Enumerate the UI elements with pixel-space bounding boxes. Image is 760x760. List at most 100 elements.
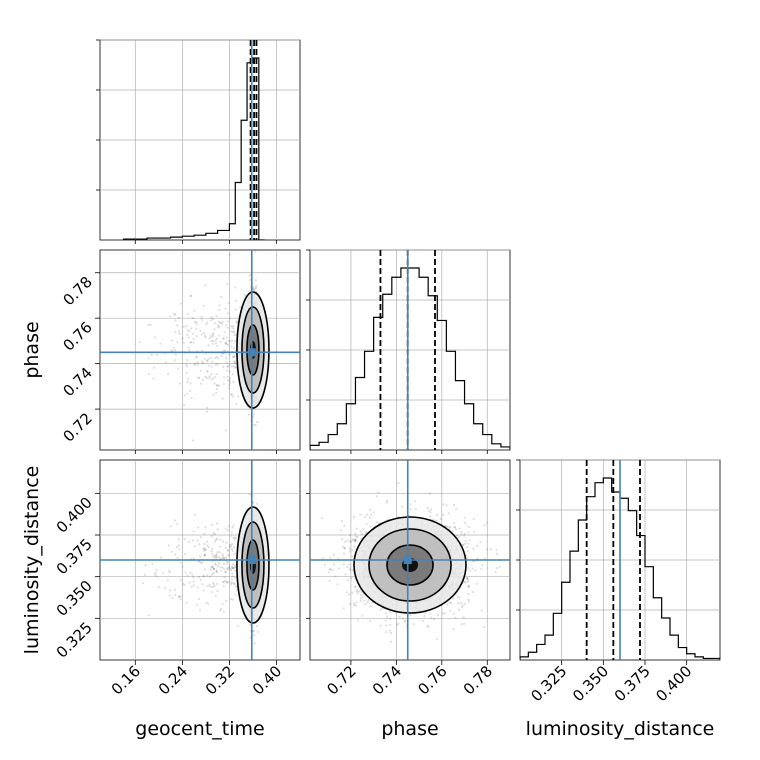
sample-point [191, 539, 194, 542]
xlabel-phase: phase [381, 718, 438, 740]
sample-point [224, 341, 227, 344]
sample-point [167, 372, 170, 376]
sample-point [357, 590, 360, 593]
sample-point [233, 538, 236, 542]
sample-point [155, 353, 158, 356]
sample-point [457, 535, 461, 539]
sample-point [222, 337, 225, 340]
sample-point [463, 622, 466, 625]
sample-point [252, 286, 255, 289]
sample-point [183, 538, 186, 541]
sample-point [467, 566, 470, 570]
hist-panel-geocent_time [96, 39, 301, 241]
sample-point [210, 316, 213, 319]
sample-point [458, 596, 461, 599]
sample-point [198, 376, 201, 379]
sample-point [227, 580, 230, 583]
sample-point [186, 359, 189, 362]
sample-point [390, 640, 393, 643]
sample-point [386, 615, 389, 618]
sample-point [249, 454, 251, 456]
sample-point [153, 336, 157, 339]
sample-point [230, 583, 233, 586]
sample-point [192, 337, 195, 340]
sample-point [184, 571, 187, 574]
sample-point [212, 567, 215, 570]
sample-point [234, 576, 237, 579]
sample-point [181, 565, 184, 568]
sample-point [233, 355, 236, 358]
sample-point [216, 357, 219, 360]
sample-point [465, 577, 469, 580]
sample-point [427, 625, 430, 629]
sample-point [455, 534, 458, 537]
sample-point [347, 593, 350, 596]
sample-point [230, 598, 233, 601]
sample-point [203, 549, 206, 553]
sample-point [211, 360, 214, 363]
sample-point [215, 337, 218, 340]
sample-point [221, 566, 224, 569]
sample-point [168, 571, 171, 574]
sample-point [232, 380, 235, 384]
sample-point [224, 570, 227, 574]
sample-point [233, 582, 236, 585]
sample-point [403, 619, 406, 622]
sample-point [247, 413, 250, 416]
sample-point [429, 515, 432, 518]
sample-point [227, 554, 230, 557]
sample-point [221, 397, 224, 400]
sample-point [235, 402, 238, 405]
scatter-panel-phase-luminosity_distance [309, 459, 511, 661]
sample-point [210, 550, 213, 553]
sample-point [190, 341, 193, 344]
sample-point [149, 323, 152, 327]
sample-point [199, 555, 202, 558]
sample-point [189, 341, 192, 344]
sample-point [147, 323, 150, 326]
sample-point [234, 566, 237, 569]
sample-point [481, 564, 484, 567]
sample-point [211, 565, 214, 568]
sample-point [230, 393, 233, 396]
sample-point [214, 356, 217, 360]
sample-point [229, 568, 232, 571]
sample-point [255, 284, 258, 287]
sample-point [211, 573, 214, 576]
sample-point [228, 370, 231, 373]
sample-point [232, 524, 235, 527]
sample-point [445, 504, 448, 507]
sample-point [231, 575, 234, 578]
sample-point [227, 566, 230, 570]
sample-point [183, 583, 186, 586]
sample-point [486, 548, 489, 551]
sample-point [228, 384, 231, 387]
sample-point [214, 376, 217, 379]
sample-point [222, 581, 225, 584]
ylabel-phase: phase [21, 321, 43, 378]
sample-point [226, 326, 229, 329]
sample-point [439, 517, 442, 521]
sample-point [221, 321, 224, 324]
sample-point [253, 634, 256, 637]
sample-point [385, 624, 388, 627]
sample-point [463, 516, 466, 519]
sample-point [225, 560, 228, 563]
sample-point [179, 561, 182, 564]
sample-point [466, 579, 469, 582]
sample-point [210, 356, 213, 359]
sample-point [193, 545, 196, 548]
sample-point [465, 546, 469, 549]
sample-point [232, 395, 235, 398]
sample-point [232, 347, 236, 350]
sample-point [208, 357, 211, 360]
sample-point [233, 360, 236, 363]
sample-point [234, 536, 237, 540]
sample-point [214, 594, 217, 597]
sample-point [359, 513, 362, 516]
sample-point [218, 562, 221, 565]
sample-point [233, 333, 237, 336]
sample-point [231, 373, 234, 376]
sample-point [254, 423, 257, 427]
sample-point [210, 378, 213, 381]
